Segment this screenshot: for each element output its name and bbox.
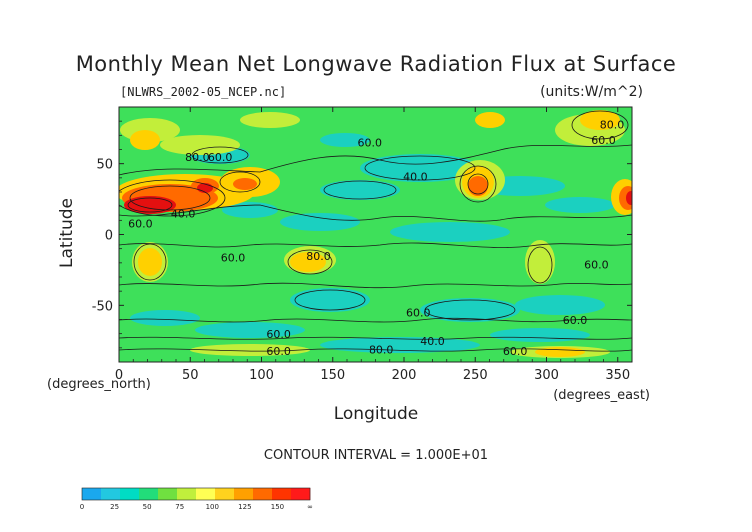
colorbar-tick-label: 150: [271, 503, 284, 511]
colorbar-swatch: [177, 488, 197, 500]
colorbar-swatch: [272, 488, 292, 500]
y-tick-label: -50: [92, 299, 113, 314]
colorbar-swatch: [215, 488, 235, 500]
file-label: [NLWRS_2002-05_NCEP.nc]: [120, 85, 286, 99]
colorbar-tick-label: 25: [110, 503, 119, 511]
contour-label: 80.0: [185, 151, 210, 164]
y-tick-label: 50: [96, 158, 113, 173]
contour-lines: [119, 110, 632, 352]
units-label: (units:W/m^2): [540, 84, 643, 100]
contour-label: 60.0: [563, 314, 588, 327]
contour-label: 80.0: [600, 118, 625, 131]
contour-label: 80.0: [306, 250, 331, 263]
colorbar-tick-label: 50: [143, 503, 152, 511]
contour-interval: CONTOUR INTERVAL = 1.000E+01: [264, 448, 488, 463]
colorbar-tick-label: 75: [175, 503, 184, 511]
colorbar-swatch: [139, 488, 159, 500]
x-tick-label: 150: [320, 368, 345, 383]
colorbar-tick-label: 0: [80, 503, 84, 511]
colorbar-swatch: [120, 488, 140, 500]
colorbar-swatch: [101, 488, 121, 500]
y-unit-label: (degrees_north): [47, 377, 151, 392]
x-tick-label: 200: [392, 368, 417, 383]
x-tick-label: 350: [605, 368, 630, 383]
contour-label: 60.0: [591, 134, 616, 147]
contour-label: 60.0: [266, 328, 291, 341]
contour-label: 60.0: [208, 151, 233, 164]
colorbar-tick-label: ∞: [307, 503, 313, 511]
contour-label: 60.0: [266, 345, 291, 358]
contour-label: 40.0: [403, 171, 428, 184]
contour-label: 60.0: [358, 137, 383, 150]
contour-label: 40.0: [171, 208, 196, 221]
colorbar-tick-label: 125: [238, 503, 251, 511]
contour-label: 60.0: [584, 259, 609, 272]
x-tick-label: 100: [249, 368, 274, 383]
colorbar-swatch: [253, 488, 273, 500]
y-axis-label: Latitude: [57, 198, 77, 268]
x-tick-label: 50: [182, 368, 199, 383]
x-tick-label: 250: [463, 368, 488, 383]
colorbar-swatch: [158, 488, 178, 500]
plot-area: 80.060.060.080.060.040.040.060.060.0 80.0…: [119, 107, 632, 362]
colorbar-swatch: [82, 488, 102, 500]
contour-label: 40.0: [420, 335, 445, 348]
colorbar-swatch: [234, 488, 254, 500]
colorbar-swatch: [196, 488, 216, 500]
colorbar: 0 25 50 75 100 125 150 ∞: [80, 487, 313, 511]
contour-label: 80.0: [369, 344, 394, 357]
y-tick-label: 0: [105, 229, 113, 244]
contour-label: 60.0: [221, 251, 246, 264]
contour-label: 60.0: [503, 345, 528, 358]
contour-label: 60.0: [406, 307, 431, 320]
contour-labels: 80.060.060.080.060.040.040.060.060.0 80.0…: [128, 118, 624, 358]
colorbar-tick-label: 100: [206, 503, 219, 511]
colorbar-swatch: [291, 488, 311, 500]
x-tick-label: 300: [534, 368, 559, 383]
chart-title: Monthly Mean Net Longwave Radiation Flux…: [76, 52, 677, 76]
contour-label: 60.0: [128, 217, 153, 230]
axes: 0 50 100 150 200 250 300 350 50 0 -50: [92, 107, 632, 383]
x-unit-label: (degrees_east): [553, 388, 650, 403]
x-tick-label: 0: [115, 368, 123, 383]
colorbar-frame: [81, 487, 311, 501]
x-axis-label: Longitude: [334, 404, 419, 424]
